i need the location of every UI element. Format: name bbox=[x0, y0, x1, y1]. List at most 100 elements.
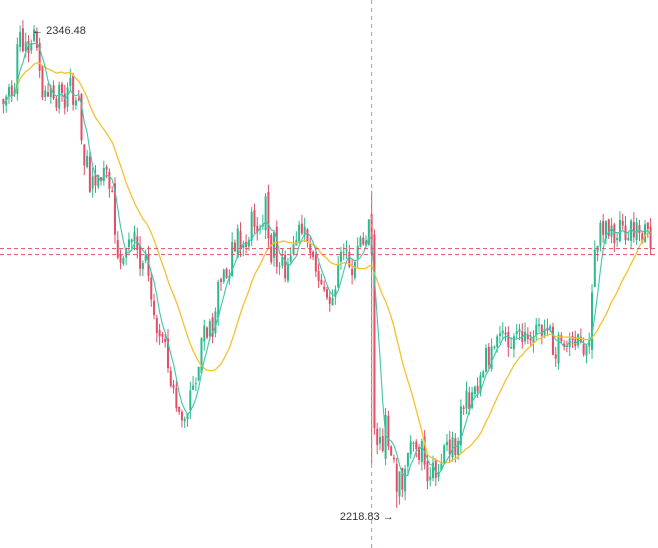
candle-body bbox=[390, 446, 393, 456]
candle-body bbox=[471, 392, 474, 408]
candle-body bbox=[80, 93, 83, 141]
candle-body bbox=[610, 225, 613, 237]
candle-body bbox=[21, 28, 24, 52]
candle-body bbox=[86, 155, 89, 167]
candle-body bbox=[376, 428, 379, 445]
candle-body bbox=[256, 225, 259, 233]
fast-moving-average-line bbox=[2, 42, 652, 477]
candle-body bbox=[30, 43, 33, 51]
candle-body bbox=[582, 343, 585, 355]
candle-body bbox=[345, 249, 348, 251]
candle-body bbox=[58, 84, 61, 109]
candle-body bbox=[197, 366, 200, 380]
candle-body bbox=[303, 227, 306, 236]
candle-body bbox=[186, 413, 189, 420]
candle-body bbox=[524, 331, 527, 342]
candle-body bbox=[314, 255, 317, 272]
candle-body bbox=[161, 333, 164, 337]
candle-body bbox=[518, 329, 521, 333]
candle-body bbox=[353, 261, 356, 278]
candle-body bbox=[627, 237, 630, 240]
candle-body bbox=[512, 336, 515, 350]
candle-body bbox=[602, 220, 605, 235]
candle-body bbox=[604, 221, 607, 239]
candle-body bbox=[49, 87, 52, 98]
candle-body bbox=[365, 240, 368, 246]
candle-body bbox=[208, 321, 211, 337]
candle-body bbox=[638, 225, 641, 234]
candle-body bbox=[644, 224, 647, 242]
candle-body bbox=[473, 386, 476, 394]
candle-body bbox=[259, 228, 262, 230]
candle-body bbox=[398, 471, 401, 497]
candle-body bbox=[445, 441, 448, 446]
candle-body bbox=[44, 90, 47, 97]
candle-body bbox=[482, 371, 485, 378]
candle-body bbox=[621, 220, 624, 226]
candle-body bbox=[607, 219, 610, 237]
candle-body bbox=[10, 85, 13, 96]
candle-body bbox=[359, 237, 362, 248]
candle-body bbox=[551, 326, 554, 355]
candle-body bbox=[568, 338, 571, 348]
candle-body bbox=[55, 98, 58, 108]
candle-body bbox=[342, 251, 345, 253]
candle-body bbox=[47, 92, 50, 97]
candle-body bbox=[147, 254, 150, 276]
candle-body bbox=[102, 168, 105, 181]
candle-body bbox=[253, 210, 256, 228]
candle-body bbox=[105, 166, 108, 170]
candle-body bbox=[74, 100, 77, 106]
candle-body bbox=[535, 324, 538, 335]
candle-body bbox=[222, 269, 225, 282]
candle-body bbox=[139, 245, 142, 269]
candle-body bbox=[306, 229, 309, 242]
candle-body bbox=[33, 29, 36, 41]
candle-body bbox=[434, 459, 437, 478]
candle-body bbox=[593, 249, 596, 287]
candle-body bbox=[510, 346, 513, 349]
candle-body bbox=[312, 251, 315, 257]
candle-body bbox=[136, 236, 139, 251]
candle-body bbox=[554, 354, 557, 359]
candle-body bbox=[233, 242, 236, 252]
candle-body bbox=[560, 335, 563, 342]
candle-body bbox=[189, 390, 192, 411]
candle-body bbox=[348, 252, 351, 267]
candle-body bbox=[66, 87, 69, 107]
candle-body bbox=[166, 338, 169, 369]
slow-moving-average-line bbox=[2, 62, 651, 465]
candle-body bbox=[613, 224, 616, 243]
candle-body bbox=[289, 255, 292, 262]
candle-body bbox=[476, 385, 479, 392]
candle-body bbox=[328, 297, 331, 304]
candle-body bbox=[19, 32, 22, 48]
candle-body bbox=[504, 332, 507, 335]
candle-body bbox=[150, 277, 153, 300]
candle-body bbox=[543, 329, 546, 336]
candle-body bbox=[200, 338, 203, 374]
candle-body bbox=[214, 311, 217, 334]
candle-body bbox=[275, 226, 278, 267]
candle-body bbox=[443, 445, 446, 465]
candle-body bbox=[63, 93, 66, 109]
candle-body bbox=[646, 222, 649, 229]
candle-body bbox=[334, 289, 337, 298]
candle-body bbox=[459, 406, 462, 446]
candle-body bbox=[395, 464, 398, 492]
candle-body bbox=[127, 239, 130, 248]
candle-body bbox=[630, 220, 633, 241]
candle-body bbox=[153, 300, 156, 316]
candle-body bbox=[108, 172, 111, 189]
candle-body bbox=[119, 254, 122, 263]
candle-body bbox=[183, 418, 186, 422]
candle-body bbox=[526, 334, 529, 339]
candle-body bbox=[203, 325, 206, 342]
candle-body bbox=[125, 248, 128, 258]
candle-body bbox=[412, 443, 415, 445]
candle-body bbox=[100, 177, 103, 180]
candle-body bbox=[490, 346, 493, 369]
candle-body bbox=[211, 317, 214, 337]
candle-body bbox=[133, 232, 136, 242]
